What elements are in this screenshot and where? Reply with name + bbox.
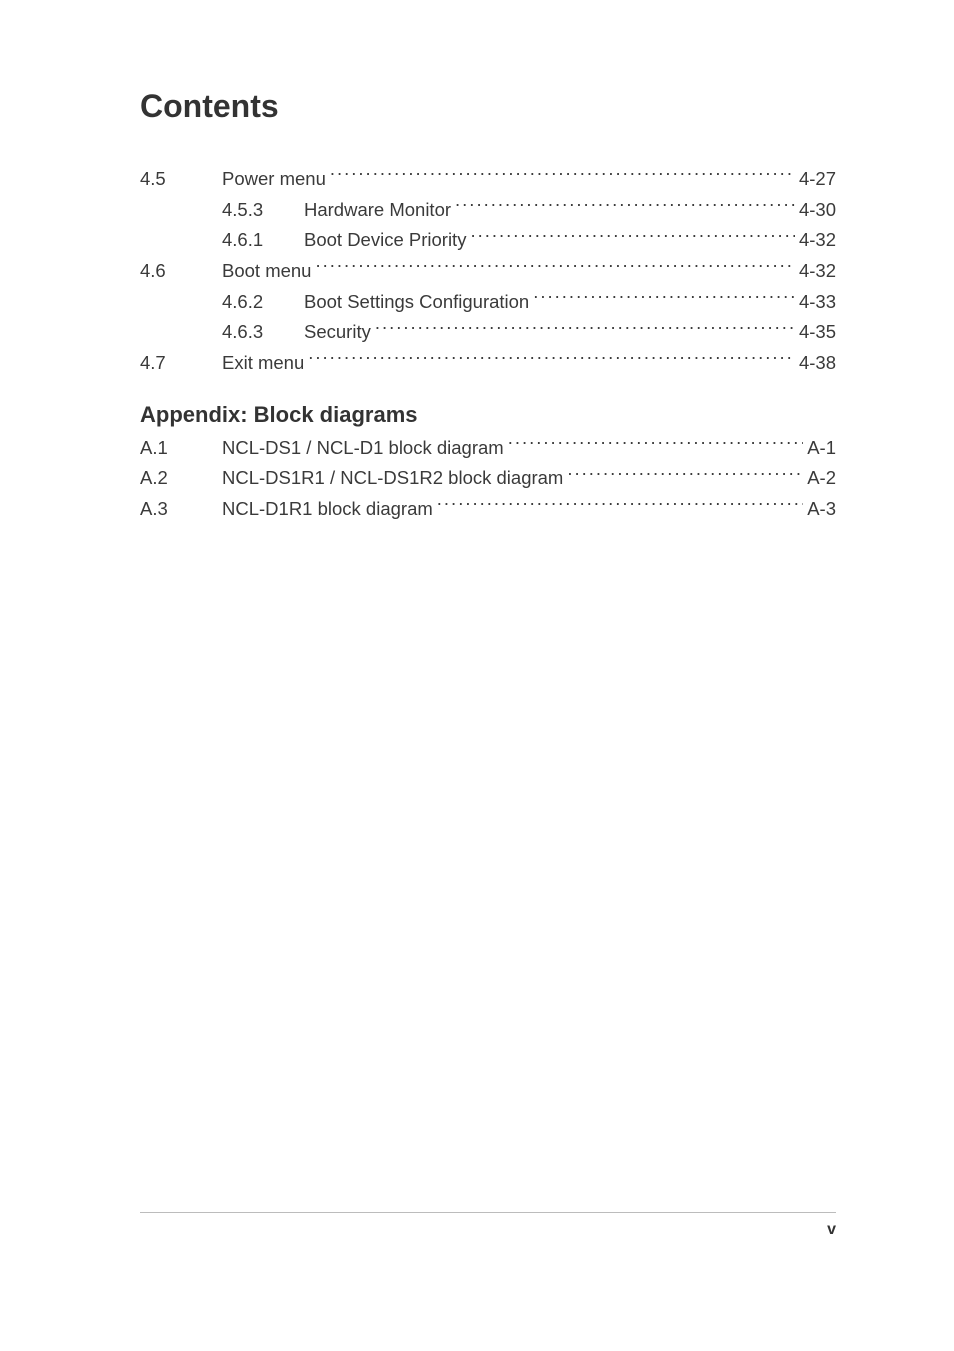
toc-subsection-number: 4.6.2 [222, 288, 304, 317]
toc-page-ref: A-1 [803, 434, 836, 463]
toc-title: Boot Device Priority [304, 226, 470, 255]
toc-subsection-number: 4.6.3 [222, 318, 304, 347]
page-footer: v [140, 1212, 836, 1239]
toc-title: NCL-DS1 / NCL-D1 block diagram [222, 434, 508, 463]
toc-section-number: 4.6 [140, 257, 222, 286]
toc-page-ref: A-2 [803, 464, 836, 493]
dot-leader [508, 435, 804, 454]
toc-row: 4.7 Exit menu 4-38 [140, 349, 836, 378]
toc-row: 4.6.1 Boot Device Priority 4-32 [140, 226, 836, 255]
dot-leader [330, 167, 795, 186]
toc-title: Security [304, 318, 375, 347]
dot-leader [375, 320, 795, 339]
toc-subsection-number: 4.5.3 [222, 196, 304, 225]
toc-page-ref: 4-32 [795, 226, 836, 255]
dot-leader [533, 289, 795, 308]
toc-row: A.2 NCL-DS1R1 / NCL-DS1R2 block diagram … [140, 464, 836, 493]
toc-section-number: 4.7 [140, 349, 222, 378]
toc-page-ref: 4-35 [795, 318, 836, 347]
toc-row: 4.5 Power menu 4-27 [140, 165, 836, 194]
toc-page-ref: 4-27 [795, 165, 836, 194]
dot-leader [315, 259, 794, 278]
toc-page-ref: A-3 [803, 495, 836, 524]
toc-title: Hardware Monitor [304, 196, 455, 225]
toc-title: Power menu [222, 165, 330, 194]
toc-row: A.1 NCL-DS1 / NCL-D1 block diagram A-1 [140, 434, 836, 463]
appendix-heading: Appendix: Block diagrams [140, 402, 836, 428]
page-number: v [140, 1221, 836, 1239]
toc-section-number: 4.5 [140, 165, 222, 194]
toc-section-number: A.3 [140, 495, 222, 524]
toc-page-ref: 4-32 [795, 257, 836, 286]
dot-leader [470, 228, 795, 247]
toc-title: NCL-D1R1 block diagram [222, 495, 437, 524]
dot-leader [308, 351, 795, 370]
toc-appendix-section: A.1 NCL-DS1 / NCL-D1 block diagram A-1 A… [140, 434, 836, 524]
dot-leader [567, 466, 803, 485]
toc-chapter-section: 4.5 Power menu 4-27 4.5.3 Hardware Monit… [140, 165, 836, 378]
toc-title: NCL-DS1R1 / NCL-DS1R2 block diagram [222, 464, 567, 493]
toc-section-number: A.2 [140, 464, 222, 493]
document-page: Contents 4.5 Power menu 4-27 4.5.3 Hardw… [0, 0, 954, 1351]
toc-page-ref: 4-30 [795, 196, 836, 225]
footer-rule [140, 1212, 836, 1213]
toc-row: 4.6.2 Boot Settings Configuration 4-33 [140, 288, 836, 317]
toc-row: 4.6 Boot menu 4-32 [140, 257, 836, 286]
toc-title: Boot Settings Configuration [304, 288, 533, 317]
toc-row: 4.5.3 Hardware Monitor 4-30 [140, 196, 836, 225]
dot-leader [455, 197, 795, 216]
dot-leader [437, 497, 803, 516]
toc-title: Exit menu [222, 349, 308, 378]
toc-section-number: A.1 [140, 434, 222, 463]
toc-row: A.3 NCL-D1R1 block diagram A-3 [140, 495, 836, 524]
toc-subsection-number: 4.6.1 [222, 226, 304, 255]
toc-page-ref: 4-38 [795, 349, 836, 378]
toc-row: 4.6.3 Security 4-35 [140, 318, 836, 347]
toc-title: Boot menu [222, 257, 315, 286]
contents-heading: Contents [140, 88, 836, 125]
toc-page-ref: 4-33 [795, 288, 836, 317]
